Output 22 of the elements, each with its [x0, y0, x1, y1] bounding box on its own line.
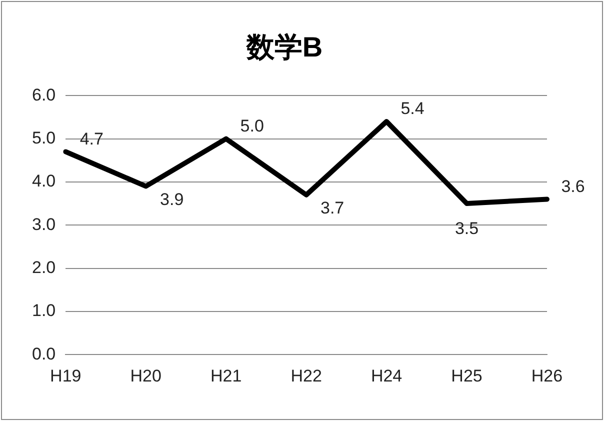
text: 3.6 — [561, 176, 585, 196]
y-tick-label: 1.0 — [32, 301, 56, 320]
y-tick-label: 5.0 — [32, 128, 56, 148]
text: 5.4 — [400, 99, 424, 118]
x-tick-label: H21 — [210, 366, 242, 386]
x-tick-label: H26 — [531, 366, 563, 386]
text: 3.7 — [320, 198, 344, 218]
text: 3.9 — [160, 190, 184, 209]
x-tick-label: H25 — [451, 366, 482, 386]
y-tick-label: 0.0 — [32, 344, 56, 364]
y-tick-label: 6.0 — [32, 85, 56, 104]
chart-title: 数学B — [245, 32, 323, 63]
text: 4.7 — [80, 129, 104, 148]
y-tick-label: 2.0 — [32, 258, 56, 277]
x-tick-label: H20 — [130, 366, 162, 386]
x-tick-label: H24 — [370, 366, 402, 386]
text: 3.5 — [454, 219, 479, 238]
x-tick-label: H22 — [290, 366, 322, 386]
y-tick-label: 3.0 — [32, 214, 56, 234]
x-tick-label: H19 — [50, 366, 82, 386]
y-tick-label: 4.0 — [32, 172, 56, 191]
text: 5.0 — [240, 116, 264, 136]
